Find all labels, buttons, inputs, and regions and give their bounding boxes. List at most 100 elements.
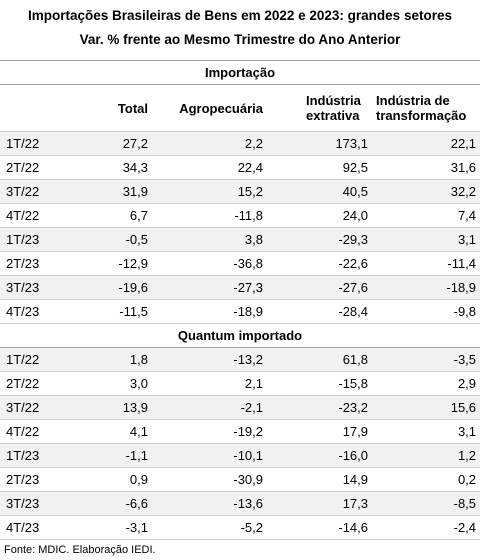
row-label: 1T/23 (0, 227, 90, 252)
cell: 1,2 (372, 443, 480, 468)
cell: 13,9 (90, 395, 152, 420)
source-note: Fonte: MDIC. Elaboração IEDI. (4, 544, 156, 556)
cell: -23,2 (267, 395, 372, 420)
cell: -30,9 (152, 467, 267, 492)
header-cell: Total (90, 84, 152, 132)
row-label: 4T/22 (0, 419, 90, 444)
cell: 3,1 (372, 227, 480, 252)
cell: 15,6 (372, 395, 480, 420)
cell: -2,1 (152, 395, 267, 420)
cell: 7,4 (372, 203, 480, 228)
cell: 40,5 (267, 179, 372, 204)
cell: -2,4 (372, 515, 480, 540)
cell: 14,9 (267, 467, 372, 492)
cell: -15,8 (267, 371, 372, 396)
cell: 61,8 (267, 347, 372, 372)
cell: -14,6 (267, 515, 372, 540)
row-label: 3T/22 (0, 179, 90, 204)
data-row: 3T/23 -6,6 -13,6 17,3 -8,5 (0, 491, 480, 516)
data-row: 3T/23 -19,6 -27,3 -27,6 -18,9 (0, 275, 480, 300)
data-row: 3T/22 31,9 15,2 40,5 32,2 (0, 179, 480, 204)
data-row: 4T/23 -3,1 -5,2 -14,6 -2,4 (0, 515, 480, 540)
row-label: 4T/23 (0, 515, 90, 540)
data-row: 1T/22 1,8 -13,2 61,8 -3,5 (0, 347, 480, 372)
cell: 15,2 (152, 179, 267, 204)
cell: 24,0 (267, 203, 372, 228)
cell: -3,1 (90, 515, 152, 540)
cell: 22,1 (372, 131, 480, 156)
cell: -3,5 (372, 347, 480, 372)
column-header: Indústria extrativa (306, 93, 361, 123)
row-label: 2T/22 (0, 155, 90, 180)
header-cell (0, 84, 90, 132)
cell: -5,2 (152, 515, 267, 540)
cell: -19,2 (152, 419, 267, 444)
cell: 31,9 (90, 179, 152, 204)
cell: 6,7 (90, 203, 152, 228)
cell: -22,6 (267, 251, 372, 276)
data-row: 1T/23 -0,5 3,8 -29,3 3,1 (0, 227, 480, 252)
header-cell: Indústria de transformação (372, 84, 480, 132)
data-row: 4T/22 4,1 -19,2 17,9 3,1 (0, 419, 480, 444)
cell: -16,0 (267, 443, 372, 468)
header-cell: Agropecuária (152, 84, 267, 132)
cell: -9,8 (372, 299, 480, 324)
data-row: 3T/22 13,9 -2,1 -23,2 15,6 (0, 395, 480, 420)
column-header: Total (117, 100, 148, 116)
row-label: 2T/22 (0, 371, 90, 396)
row-label: 1T/22 (0, 131, 90, 156)
cell: -19,6 (90, 275, 152, 300)
row-label: 1T/22 (0, 347, 90, 372)
cell: -8,5 (372, 491, 480, 516)
row-label: 3T/23 (0, 491, 90, 516)
cell: -1,1 (90, 443, 152, 468)
section-row: Importação (0, 60, 480, 85)
data-row: 2T/22 3,0 2,1 -15,8 2,9 (0, 371, 480, 396)
cell: 0,2 (372, 467, 480, 492)
cell: 17,9 (267, 419, 372, 444)
column-header: Indústria de transformação (376, 93, 467, 123)
cell: -13,6 (152, 491, 267, 516)
cell: -27,3 (152, 275, 267, 300)
cell: -28,4 (267, 299, 372, 324)
section-title: Importação (0, 60, 480, 85)
row-label: 3T/23 (0, 275, 90, 300)
cell: 27,2 (90, 131, 152, 156)
data-row: 4T/22 6,7 -11,8 24,0 7,4 (0, 203, 480, 228)
cell: -18,9 (372, 275, 480, 300)
row-label: 1T/23 (0, 443, 90, 468)
section-title: Quantum importado (0, 323, 480, 348)
row-label: 2T/23 (0, 467, 90, 492)
cell: 2,9 (372, 371, 480, 396)
cell: 0,9 (90, 467, 152, 492)
cell: 3,1 (372, 419, 480, 444)
cell: 32,2 (372, 179, 480, 204)
data-row: 2T/23 -12,9 -36,8 -22,6 -11,4 (0, 251, 480, 276)
cell: -10,1 (152, 443, 267, 468)
cell: 173,1 (267, 131, 372, 156)
row-label: 3T/22 (0, 395, 90, 420)
cell: -6,6 (90, 491, 152, 516)
cell: -29,3 (267, 227, 372, 252)
column-header: Agropecuária (179, 100, 263, 116)
data-row: 2T/22 34,3 22,4 92,5 31,6 (0, 155, 480, 180)
cell: 22,4 (152, 155, 267, 180)
subtitle: Var. % frente ao Mesmo Trimestre do Ano … (79, 32, 401, 47)
cell: 4,1 (90, 419, 152, 444)
data-row: 2T/23 0,9 -30,9 14,9 0,2 (0, 467, 480, 492)
title: Importações Brasileiras de Bens em 2022 … (28, 8, 452, 23)
cell: 3,0 (90, 371, 152, 396)
cell: 31,6 (372, 155, 480, 180)
row-label: 2T/23 (0, 251, 90, 276)
cell: 2,2 (152, 131, 267, 156)
header-cell: Indústria extrativa (267, 84, 372, 132)
cell: 34,3 (90, 155, 152, 180)
row-label: 4T/23 (0, 299, 90, 324)
cell: -13,2 (152, 347, 267, 372)
data-row: 4T/23 -11,5 -18,9 -28,4 -9,8 (0, 299, 480, 324)
cell: 17,3 (267, 491, 372, 516)
cell: -36,8 (152, 251, 267, 276)
cell: -11,5 (90, 299, 152, 324)
cell: 1,8 (90, 347, 152, 372)
